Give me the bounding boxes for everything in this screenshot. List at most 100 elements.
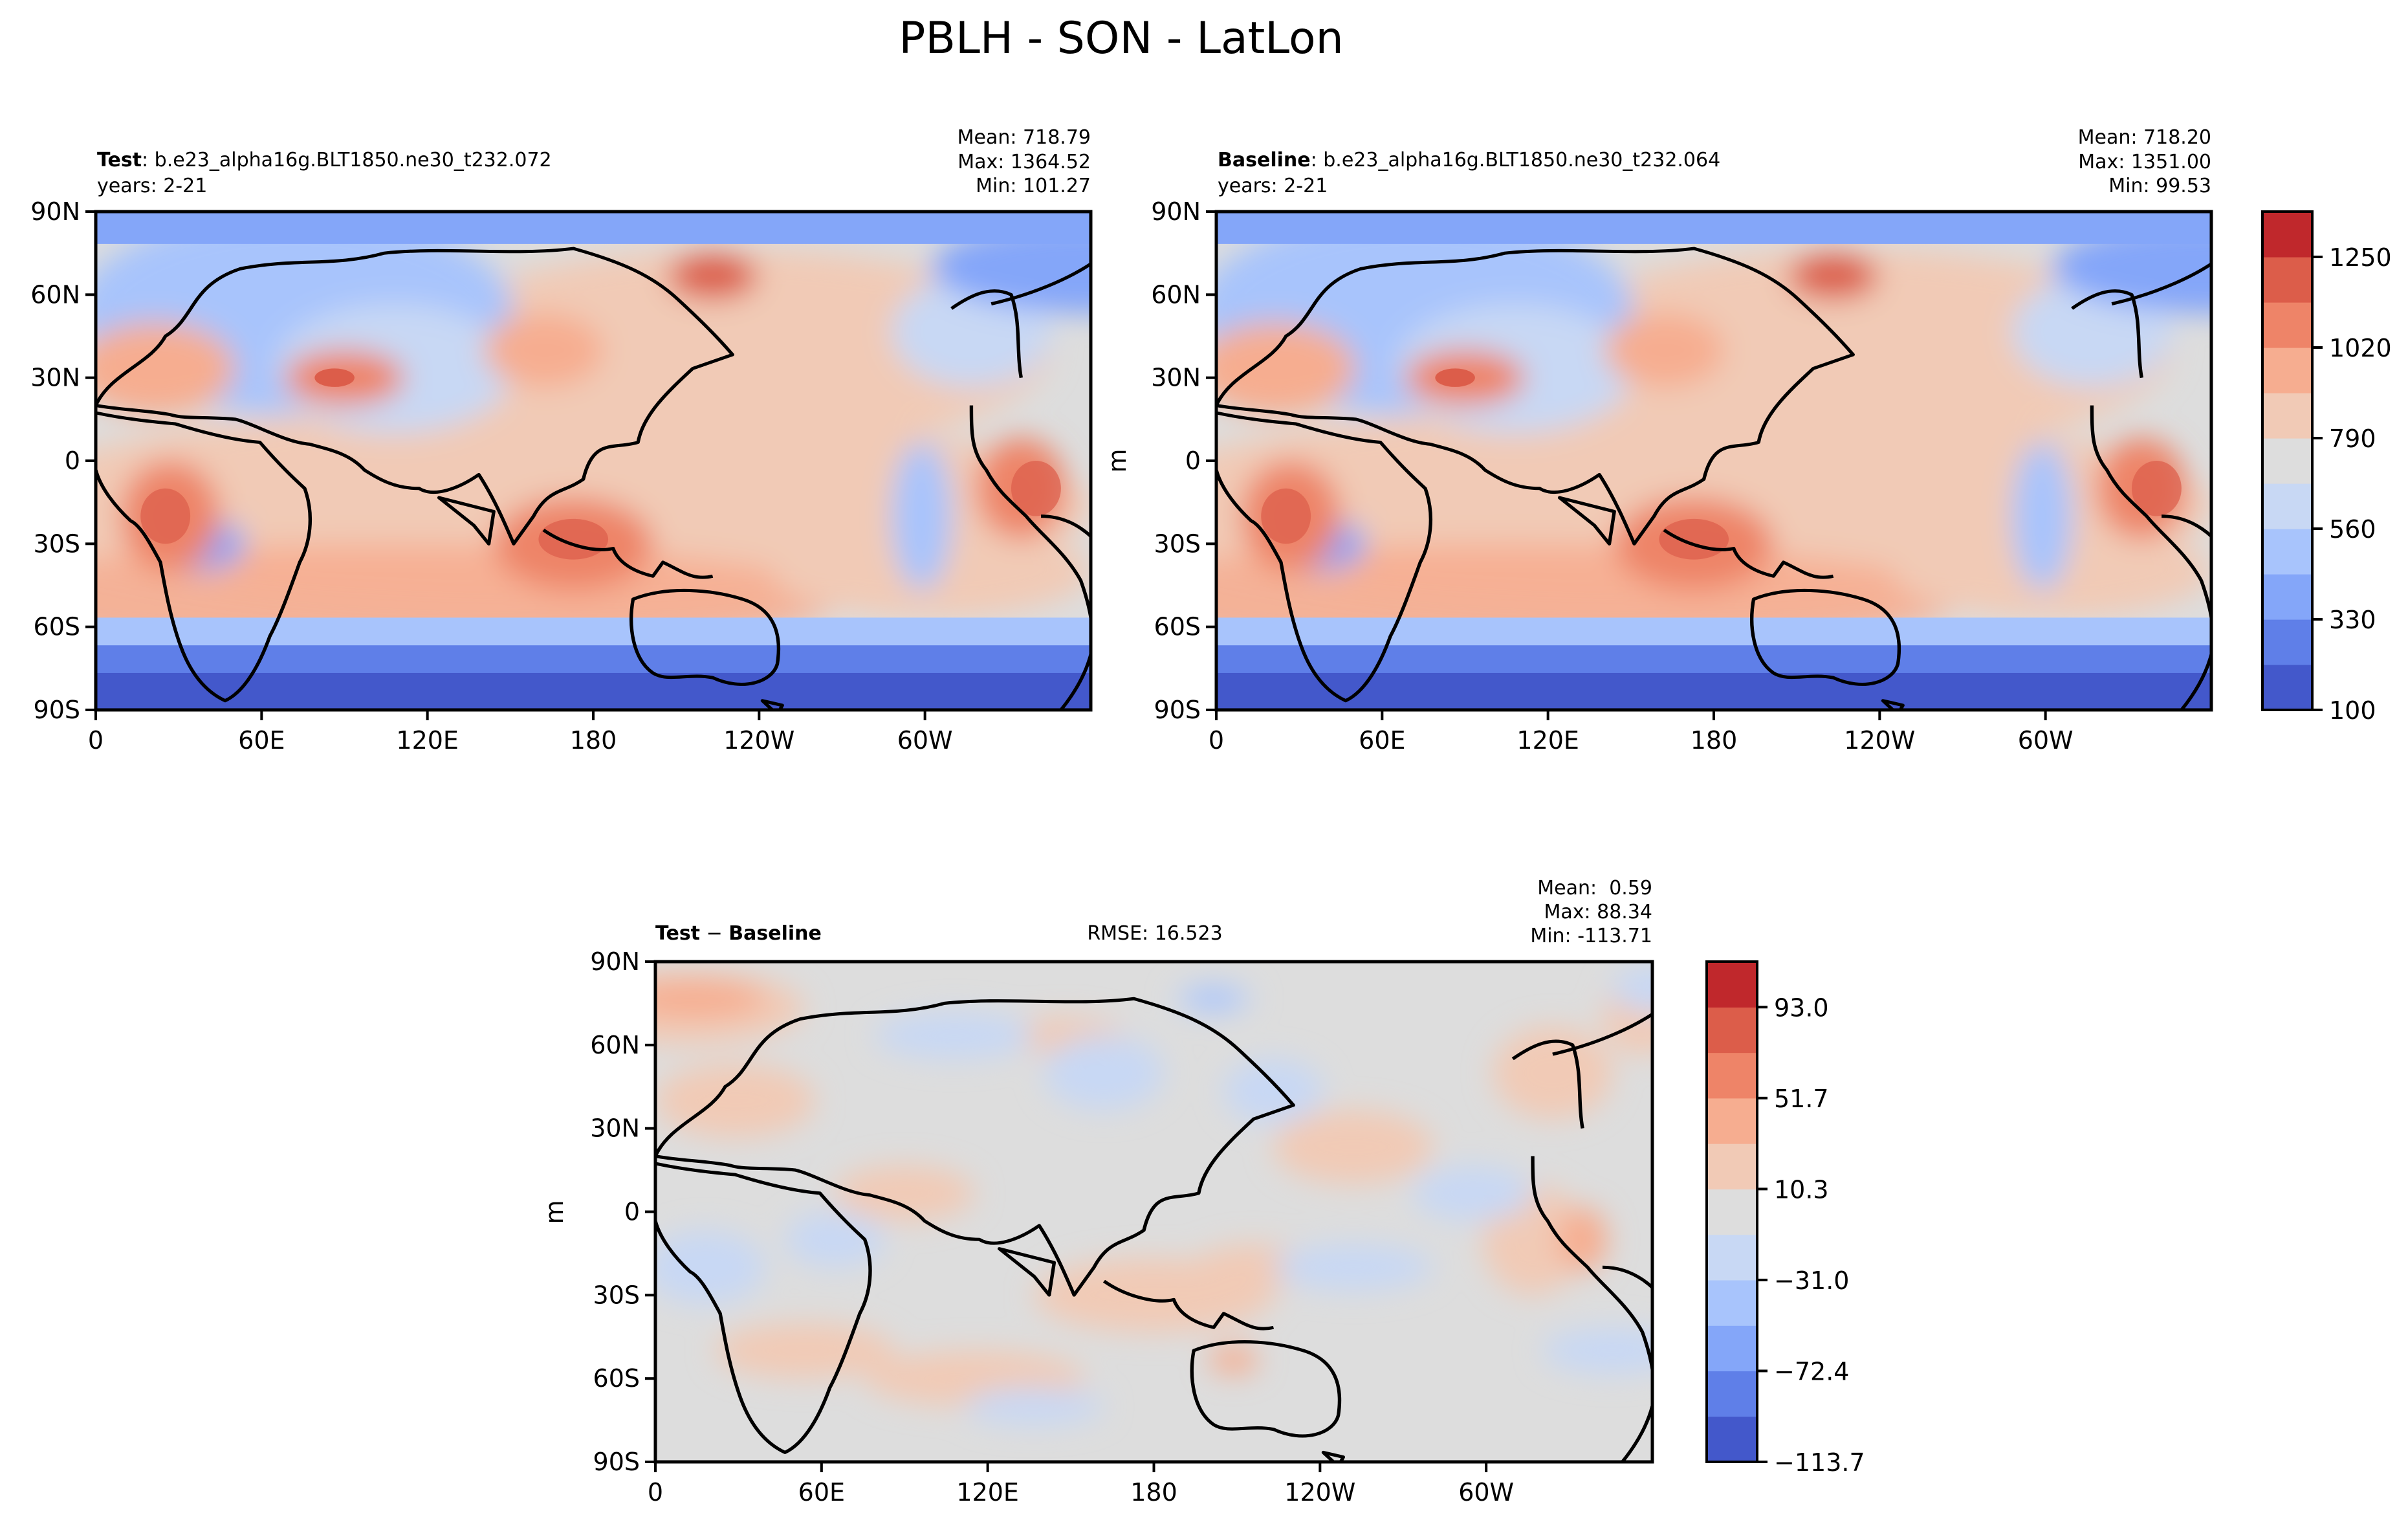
polar-band-north [96,212,1091,244]
contour-region [1209,1346,1259,1375]
diff-lon-ticks: 0 60E 120E 180 120W 60W [648,1462,1514,1507]
colorbar-frame [1705,960,1758,1463]
diff-mean: Mean: 0.59 [1537,877,1652,900]
contour-region [1557,1207,1608,1272]
contour-region [1273,1110,1433,1184]
test-max: Max: 1364.52 [958,151,1091,173]
lon-tick-label: 60W [2018,726,2074,755]
lon-tick-label: 120E [1516,726,1579,755]
colorbar-swatch [1707,1007,1757,1054]
contour-region [1223,1059,1324,1124]
contour-region [1788,253,1878,300]
lon-tick-label: 60E [238,726,285,755]
test-min: Min: 101.27 [976,175,1091,197]
lat-tick-label: 30N [590,1114,640,1143]
colorbar-swatch [2262,483,2312,529]
contour-region [2052,221,2211,313]
diff-min: Min: -113.71 [1530,925,1652,947]
lon-tick-label: 120E [956,1478,1019,1507]
lon-tick-label: 0 [648,1478,663,1507]
contour-region [1604,313,1724,387]
diff-lat-ticks: 90N 60N 30N 0 30S 60S 90S [590,947,655,1476]
contour-region [140,488,191,544]
contour-region [1493,1026,1613,1120]
diff-label: Test − Baseline [655,922,822,945]
lat-tick-label: 30N [30,364,80,392]
test-map-field [96,212,1091,710]
baseline-label-rest: : b.e23_alpha16g.BLT1850.ne30_t232.064 [1311,149,1721,171]
contour-region [1542,1327,1652,1374]
contour-region [414,248,1051,452]
lon-tick-label: 120W [723,726,794,755]
colorbar-swatch [1707,1052,1757,1099]
colorbar-tick-label: 93.0 [1774,993,1829,1022]
lat-tick-label: 0 [1185,447,1201,475]
contour-region [931,221,1091,313]
colorbar-swatch [1707,1143,1757,1189]
lat-tick-label: 30S [593,1281,640,1309]
colorbar-swatch [2262,348,2312,393]
lat-tick-label: 60S [1154,613,1201,641]
contour-region [715,1323,895,1379]
test-label-bold: Test [97,149,142,171]
colorbar-swatch [2262,393,2312,439]
figure-title: PBLH - SON - LatLon [899,13,1343,64]
lon-tick-label: 60W [1458,1478,1514,1507]
contour-region [1612,966,1652,1013]
test-label: Test: b.e23_alpha16g.BLT1850.ne30_t232.0… [97,149,552,171]
baseline-label: Baseline: b.e23_alpha16g.BLT1850.ne30_t2… [1218,149,1720,171]
contour-region [96,322,235,415]
colorbar-swatch [1707,1371,1757,1417]
contour-region [2012,442,2072,590]
colorbar-tick-label: 330 [2329,606,2376,634]
lon-tick-label: 180 [1130,1478,1177,1507]
colorbar-tick-label: −113.7 [1774,1448,1865,1477]
diff-map-field [655,962,1652,1462]
colorbar-swatch [1707,1234,1757,1281]
test-mean: Mean: 718.79 [958,126,1091,149]
colorbar-tick-label: 790 [2329,425,2376,453]
contour-region [1659,518,1729,560]
contour-region [655,1230,765,1305]
contour-region [538,518,609,560]
colorbar-tick-label: −31.0 [1774,1266,1849,1295]
colorbar-tick-label: 1250 [2329,243,2392,272]
colorbar-tick-label: 100 [2329,696,2376,725]
contour-region [1183,988,1244,1010]
contour-region [964,1387,1104,1425]
colorbar-frame [2261,210,2314,711]
contour-region [1194,1244,1314,1291]
lat-tick-label: 60N [30,280,80,309]
lon-tick-label: 0 [1209,726,1224,755]
lat-tick-label: 90N [590,947,640,976]
lon-tick-label: 120E [396,726,459,755]
panel-test: Test: b.e23_alpha16g.BLT1850.ne30_t232.0… [30,126,1093,755]
colorbar-swatch [1707,1279,1757,1326]
colorbar-swatch [2262,665,2312,711]
baseline-years: years: 2-21 [1218,175,1328,197]
lon-tick-label: 60E [798,1478,845,1507]
baseline-mean: Mean: 718.20 [2078,126,2211,149]
contour-region [314,368,355,387]
test-years: years: 2-21 [97,175,207,197]
lat-tick-label: 90N [30,197,80,226]
colorbar-tick-label: 10.3 [1774,1175,1829,1204]
baseline-map-field [1216,212,2211,710]
diff-max: Max: 88.34 [1544,901,1652,923]
test-lat-ticks: 90N 60N 30N 0 30S 60S 90S [30,197,96,724]
colorbar-swatch [1707,1189,1757,1235]
test-lon-ticks: 0 60E 120E 180 120W 60W [88,710,953,755]
contour-region [892,442,952,590]
lon-tick-label: 60E [1359,726,1405,755]
lat-tick-label: 0 [65,447,80,475]
lat-tick-label: 90N [1151,197,1201,226]
contour-region [655,980,765,1017]
lat-tick-label: 60S [34,613,80,641]
polar-band-south-core [96,672,1091,710]
colorbar-swatch [1707,1098,1757,1144]
lat-tick-label: 30S [1154,529,1201,558]
lat-tick-label: 60S [593,1364,640,1393]
contour-region [1261,488,1311,544]
colorbar-swatch [1707,1416,1757,1463]
contour-region [835,1165,975,1221]
